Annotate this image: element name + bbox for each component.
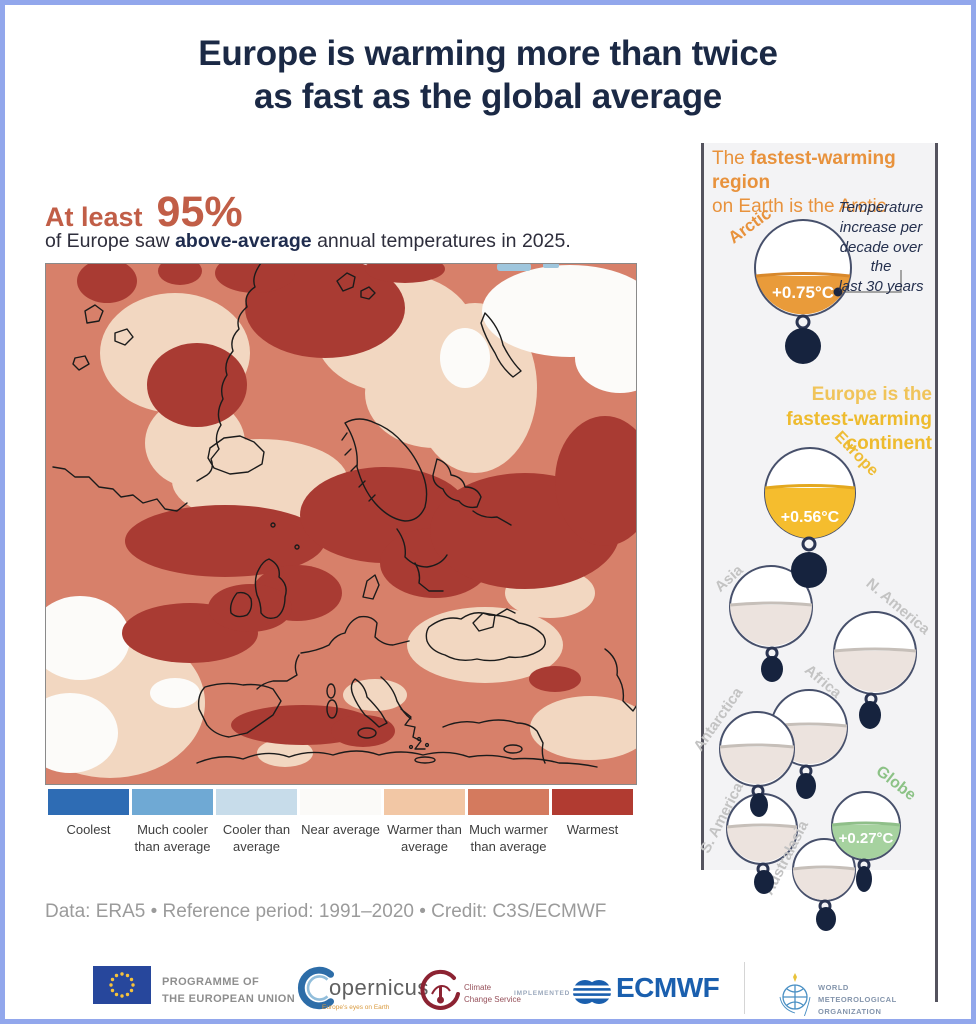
legend-swatch	[384, 789, 465, 815]
arctic-heading-line2: on Earth is the Arctic	[712, 195, 887, 217]
map-coastlines	[52, 263, 637, 768]
balloon-value-europe: +0.56°C	[781, 509, 840, 526]
stat-sentence: of Europe saw above-average annual tempe…	[45, 230, 571, 253]
arctic-section-heading: The fastest-warming region on Earth is t…	[712, 147, 936, 219]
legend-swatch	[468, 789, 549, 815]
stat-headline: At least 95%	[45, 188, 243, 237]
footer-divider	[744, 962, 745, 1014]
legend-item: Much warmer than average	[468, 789, 549, 855]
data-credit-footnote: Data: ERA5 • Reference period: 1991–2020…	[45, 901, 607, 922]
europe-heading-line2: fastest-warming continent	[786, 408, 932, 455]
wmo-line2: METEOROLOGICAL	[818, 995, 897, 1004]
arctic-heading-bold: fastest-warming region	[712, 148, 896, 193]
balloon-value-globe: +0.27°C	[839, 830, 894, 847]
map-legend: Coolest Much cooler than average Cooler …	[48, 789, 633, 855]
ecmwf-emblem-icon	[572, 980, 612, 1004]
wmo-line1: WORLD	[818, 983, 849, 992]
copernicus-c-icon	[297, 966, 335, 1010]
europe-heading-line1: Europe is the	[811, 384, 932, 405]
title-line-2: as fast as the global average	[254, 76, 722, 116]
legend-item: Near average	[300, 789, 381, 855]
stat-sentence-post: annual temperatures in 2025.	[311, 230, 571, 252]
balloon-value-arctic: +0.75°C	[772, 283, 834, 302]
annotation-dot	[833, 287, 843, 297]
legend-item: Cooler than average	[216, 789, 297, 855]
arctic-heading-pre: The	[712, 148, 751, 169]
copernicus-wordmark: opernicus	[329, 975, 429, 1000]
balloon-n-america: N. America	[833, 575, 934, 695]
legend-item: Warmer than average	[384, 789, 465, 855]
climate-change-service-icon	[420, 969, 460, 1010]
map-cool-patches	[497, 263, 559, 271]
wmo-text: WORLD METEOROLOGICAL ORGANIZATION	[818, 982, 897, 1018]
legend-label: Warmer than average	[387, 822, 462, 854]
annotation-line: last 30 years	[838, 278, 924, 296]
stat-prefix: At least	[45, 202, 143, 232]
page-title: Europe is warming more than twice as fas…	[0, 33, 976, 118]
stat-sentence-pre: of Europe saw	[45, 230, 176, 252]
legend-item: Much cooler than average	[132, 789, 213, 855]
panel-left-rule	[701, 143, 704, 870]
legend-swatch	[216, 789, 297, 815]
balloon-s-america: S. America	[697, 779, 798, 865]
eu-programme-line1: PROGRAMME OF	[162, 976, 260, 988]
warming-balloons-chart: Arctic +0.75°C Europe +0.56°C Asia N. Am…	[690, 204, 934, 931]
legend-swatch	[552, 789, 633, 815]
climate-change-service-text: Climate Change Service	[464, 982, 521, 1006]
legend-label: Near average	[301, 822, 380, 837]
balloon-knots	[750, 314, 881, 931]
legend-label: Cooler than average	[222, 822, 291, 854]
europe-section-heading: Europe is the fastest-warming continent	[704, 383, 932, 457]
legend-item: Warmest	[552, 789, 633, 855]
legend-label: Coolest	[66, 822, 111, 837]
decade-increase-annotation: Temperature increase per decade over the…	[828, 198, 934, 297]
legend-label: Much warmer than average	[469, 822, 548, 854]
balloon-antarctica: Antarctica	[690, 684, 795, 787]
stat-sentence-bold: above-average	[175, 230, 312, 252]
ecmwf-wordmark: ECMWF	[616, 972, 720, 1003]
ccs-line1: Climate	[464, 983, 492, 992]
panel-right-rule	[935, 143, 938, 1002]
map-warmest-regions	[77, 263, 637, 747]
annotation-line: decade over the	[839, 238, 923, 276]
legend-label: Warmest	[566, 822, 619, 837]
eu-programme-line2: THE EUROPEAN UNION	[162, 992, 296, 1005]
title-line-1: Europe is warming more than twice	[198, 34, 778, 73]
legend-swatch	[300, 789, 381, 815]
map-border	[45, 263, 637, 785]
implemented-by-label: IMPLEMENTED BY	[514, 990, 584, 997]
annotation-connector-line	[838, 270, 902, 293]
balloon-globe: Globe +0.27°C	[831, 763, 919, 861]
copernicus-logo: opernicus	[295, 966, 429, 1010]
annotation-line: Temperature	[838, 199, 924, 216]
map-near-average-regions	[45, 263, 637, 773]
legend-item: Coolest	[48, 789, 129, 855]
ccs-line2: Change Service	[464, 995, 521, 1004]
legend-swatch	[132, 789, 213, 815]
legend-swatch	[48, 789, 129, 815]
eu-flag-logo	[93, 966, 151, 1004]
copernicus-tagline: Europe's eyes on Earth	[322, 1004, 390, 1011]
europe-temperature-anomaly-map	[45, 263, 637, 785]
wmo-emblem-icon	[779, 973, 811, 1016]
stat-value: 95%	[156, 188, 243, 236]
wmo-line3: ORGANIZATION	[818, 1007, 882, 1016]
legend-label: Much cooler than average	[134, 822, 211, 854]
annotation-line: increase per	[839, 218, 923, 236]
eu-programme-text: PROGRAMME OF THE EUROPEAN UNION	[162, 974, 295, 1007]
